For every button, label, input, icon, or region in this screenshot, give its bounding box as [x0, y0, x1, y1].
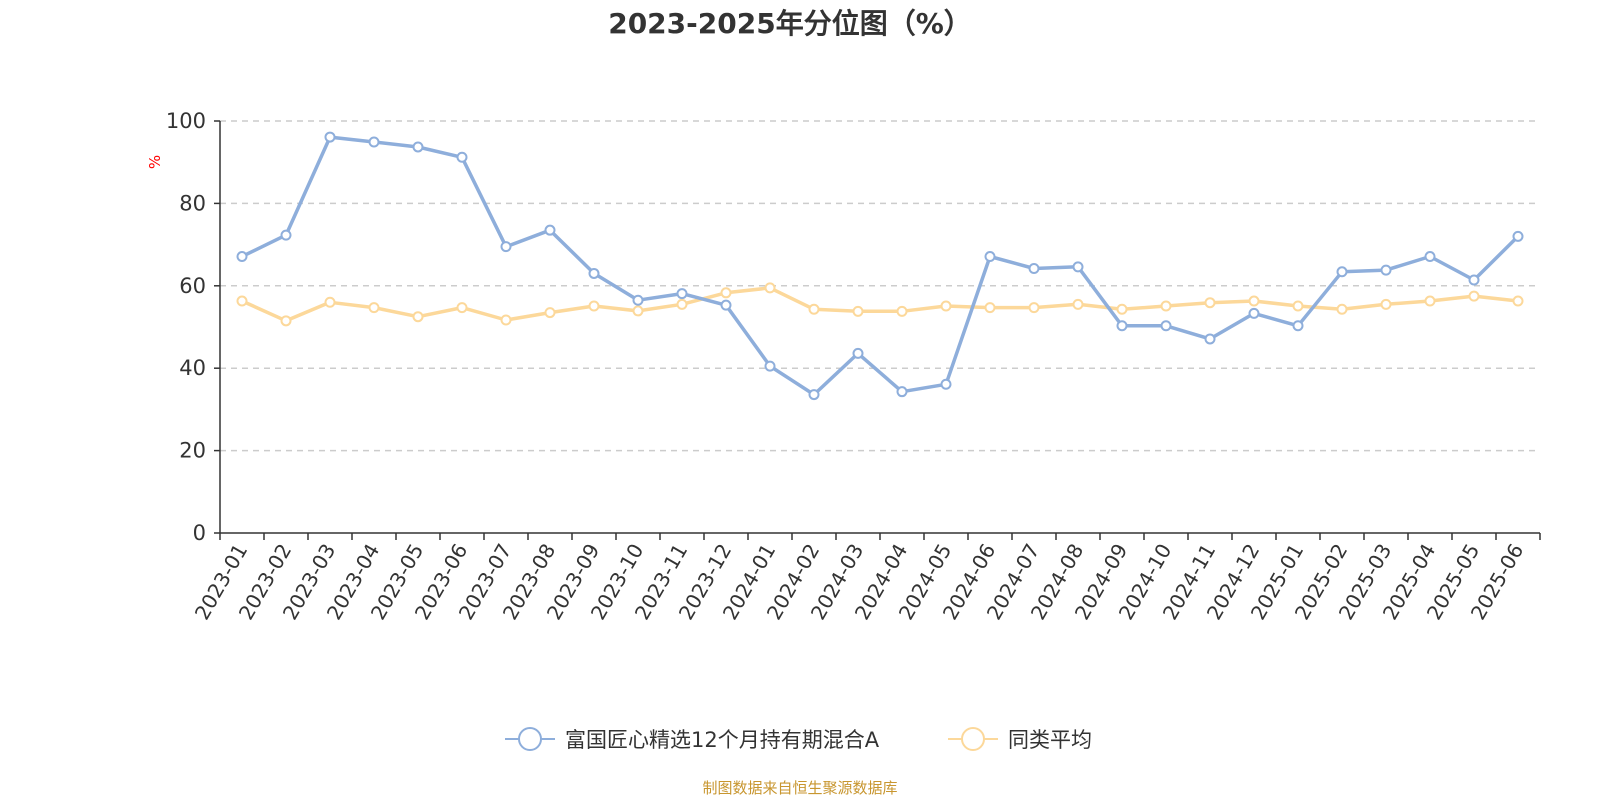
axes — [219, 121, 1540, 534]
legend-label: 富国匠心精选12个月持有期混合A — [565, 728, 880, 752]
y-tick-label: 80 — [179, 191, 206, 215]
data-point — [720, 299, 732, 311]
data-point — [1116, 303, 1128, 315]
data-point — [984, 302, 996, 314]
data-point — [676, 288, 688, 300]
data-point — [1248, 307, 1260, 319]
data-point — [764, 282, 776, 294]
data-point — [1116, 320, 1128, 332]
data-point — [1380, 298, 1392, 310]
data-point — [1028, 302, 1040, 314]
data-point — [280, 315, 292, 327]
y-tick-label: 40 — [179, 356, 206, 380]
data-point — [1204, 333, 1216, 345]
data-point — [1336, 266, 1348, 278]
y-tick-label: 100 — [166, 109, 206, 133]
data-point — [940, 300, 952, 312]
series-layer — [236, 131, 1524, 401]
data-point — [456, 151, 468, 163]
data-point — [544, 224, 556, 236]
data-source-note: 制图数据来自恒生聚源数据库 — [702, 779, 897, 797]
data-point — [368, 302, 380, 314]
data-point — [500, 241, 512, 253]
y-tick-label: 0 — [193, 521, 206, 545]
data-point — [280, 229, 292, 241]
grid-lines — [220, 120, 1540, 452]
data-point — [324, 296, 336, 308]
data-point — [1336, 303, 1348, 315]
x-axis-ticks: 2023-012023-022023-032023-042023-052023-… — [190, 533, 1541, 624]
data-point — [632, 305, 644, 317]
data-point — [324, 131, 336, 143]
data-point — [896, 386, 908, 398]
data-point — [588, 300, 600, 312]
data-point — [984, 251, 996, 263]
data-point — [1248, 295, 1260, 307]
data-point — [456, 302, 468, 314]
data-point — [412, 141, 424, 153]
data-point — [1028, 262, 1040, 274]
data-point — [720, 287, 732, 299]
data-point — [544, 307, 556, 319]
data-point — [1512, 230, 1524, 242]
data-point — [896, 305, 908, 317]
data-point — [764, 360, 776, 372]
data-point — [632, 294, 644, 306]
legend-circle-marker — [961, 727, 985, 751]
data-point — [236, 295, 248, 307]
data-point — [676, 298, 688, 310]
data-point — [1072, 261, 1084, 273]
data-point — [852, 347, 864, 359]
data-point — [808, 389, 820, 401]
series-group — [236, 282, 1524, 327]
data-point — [412, 311, 424, 323]
data-point — [1292, 320, 1304, 332]
series-line — [241, 135, 1520, 397]
series-line — [241, 286, 1519, 323]
data-point — [1072, 298, 1084, 310]
data-point — [1204, 297, 1216, 309]
y-axis-ticks: 0 20 40 60 80 100 — [166, 109, 220, 545]
data-point — [1512, 295, 1524, 307]
data-point — [368, 136, 380, 148]
data-point — [1468, 274, 1480, 286]
chart-title: 2023-2025年分位图（%） — [608, 7, 972, 40]
data-point — [940, 378, 952, 390]
legend-circle-marker — [518, 727, 542, 751]
legend-label: 同类平均 — [1008, 728, 1092, 752]
data-point — [588, 267, 600, 279]
data-point — [808, 303, 820, 315]
series-group — [236, 131, 1524, 401]
data-point — [1380, 264, 1392, 276]
data-point — [500, 314, 512, 326]
y-tick-label: 20 — [179, 439, 206, 463]
data-point — [1424, 251, 1436, 263]
data-point — [1292, 300, 1304, 312]
legend: 富国匠心精选12个月持有期混合A 同类平均 — [505, 727, 1092, 752]
data-point — [852, 305, 864, 317]
y-tick-label: 60 — [179, 274, 206, 298]
y-axis-unit-label: % — [146, 155, 164, 169]
data-point — [236, 251, 248, 263]
data-point — [1160, 320, 1172, 332]
data-point — [1424, 295, 1436, 307]
data-point — [1160, 300, 1172, 312]
data-point — [1468, 290, 1480, 302]
